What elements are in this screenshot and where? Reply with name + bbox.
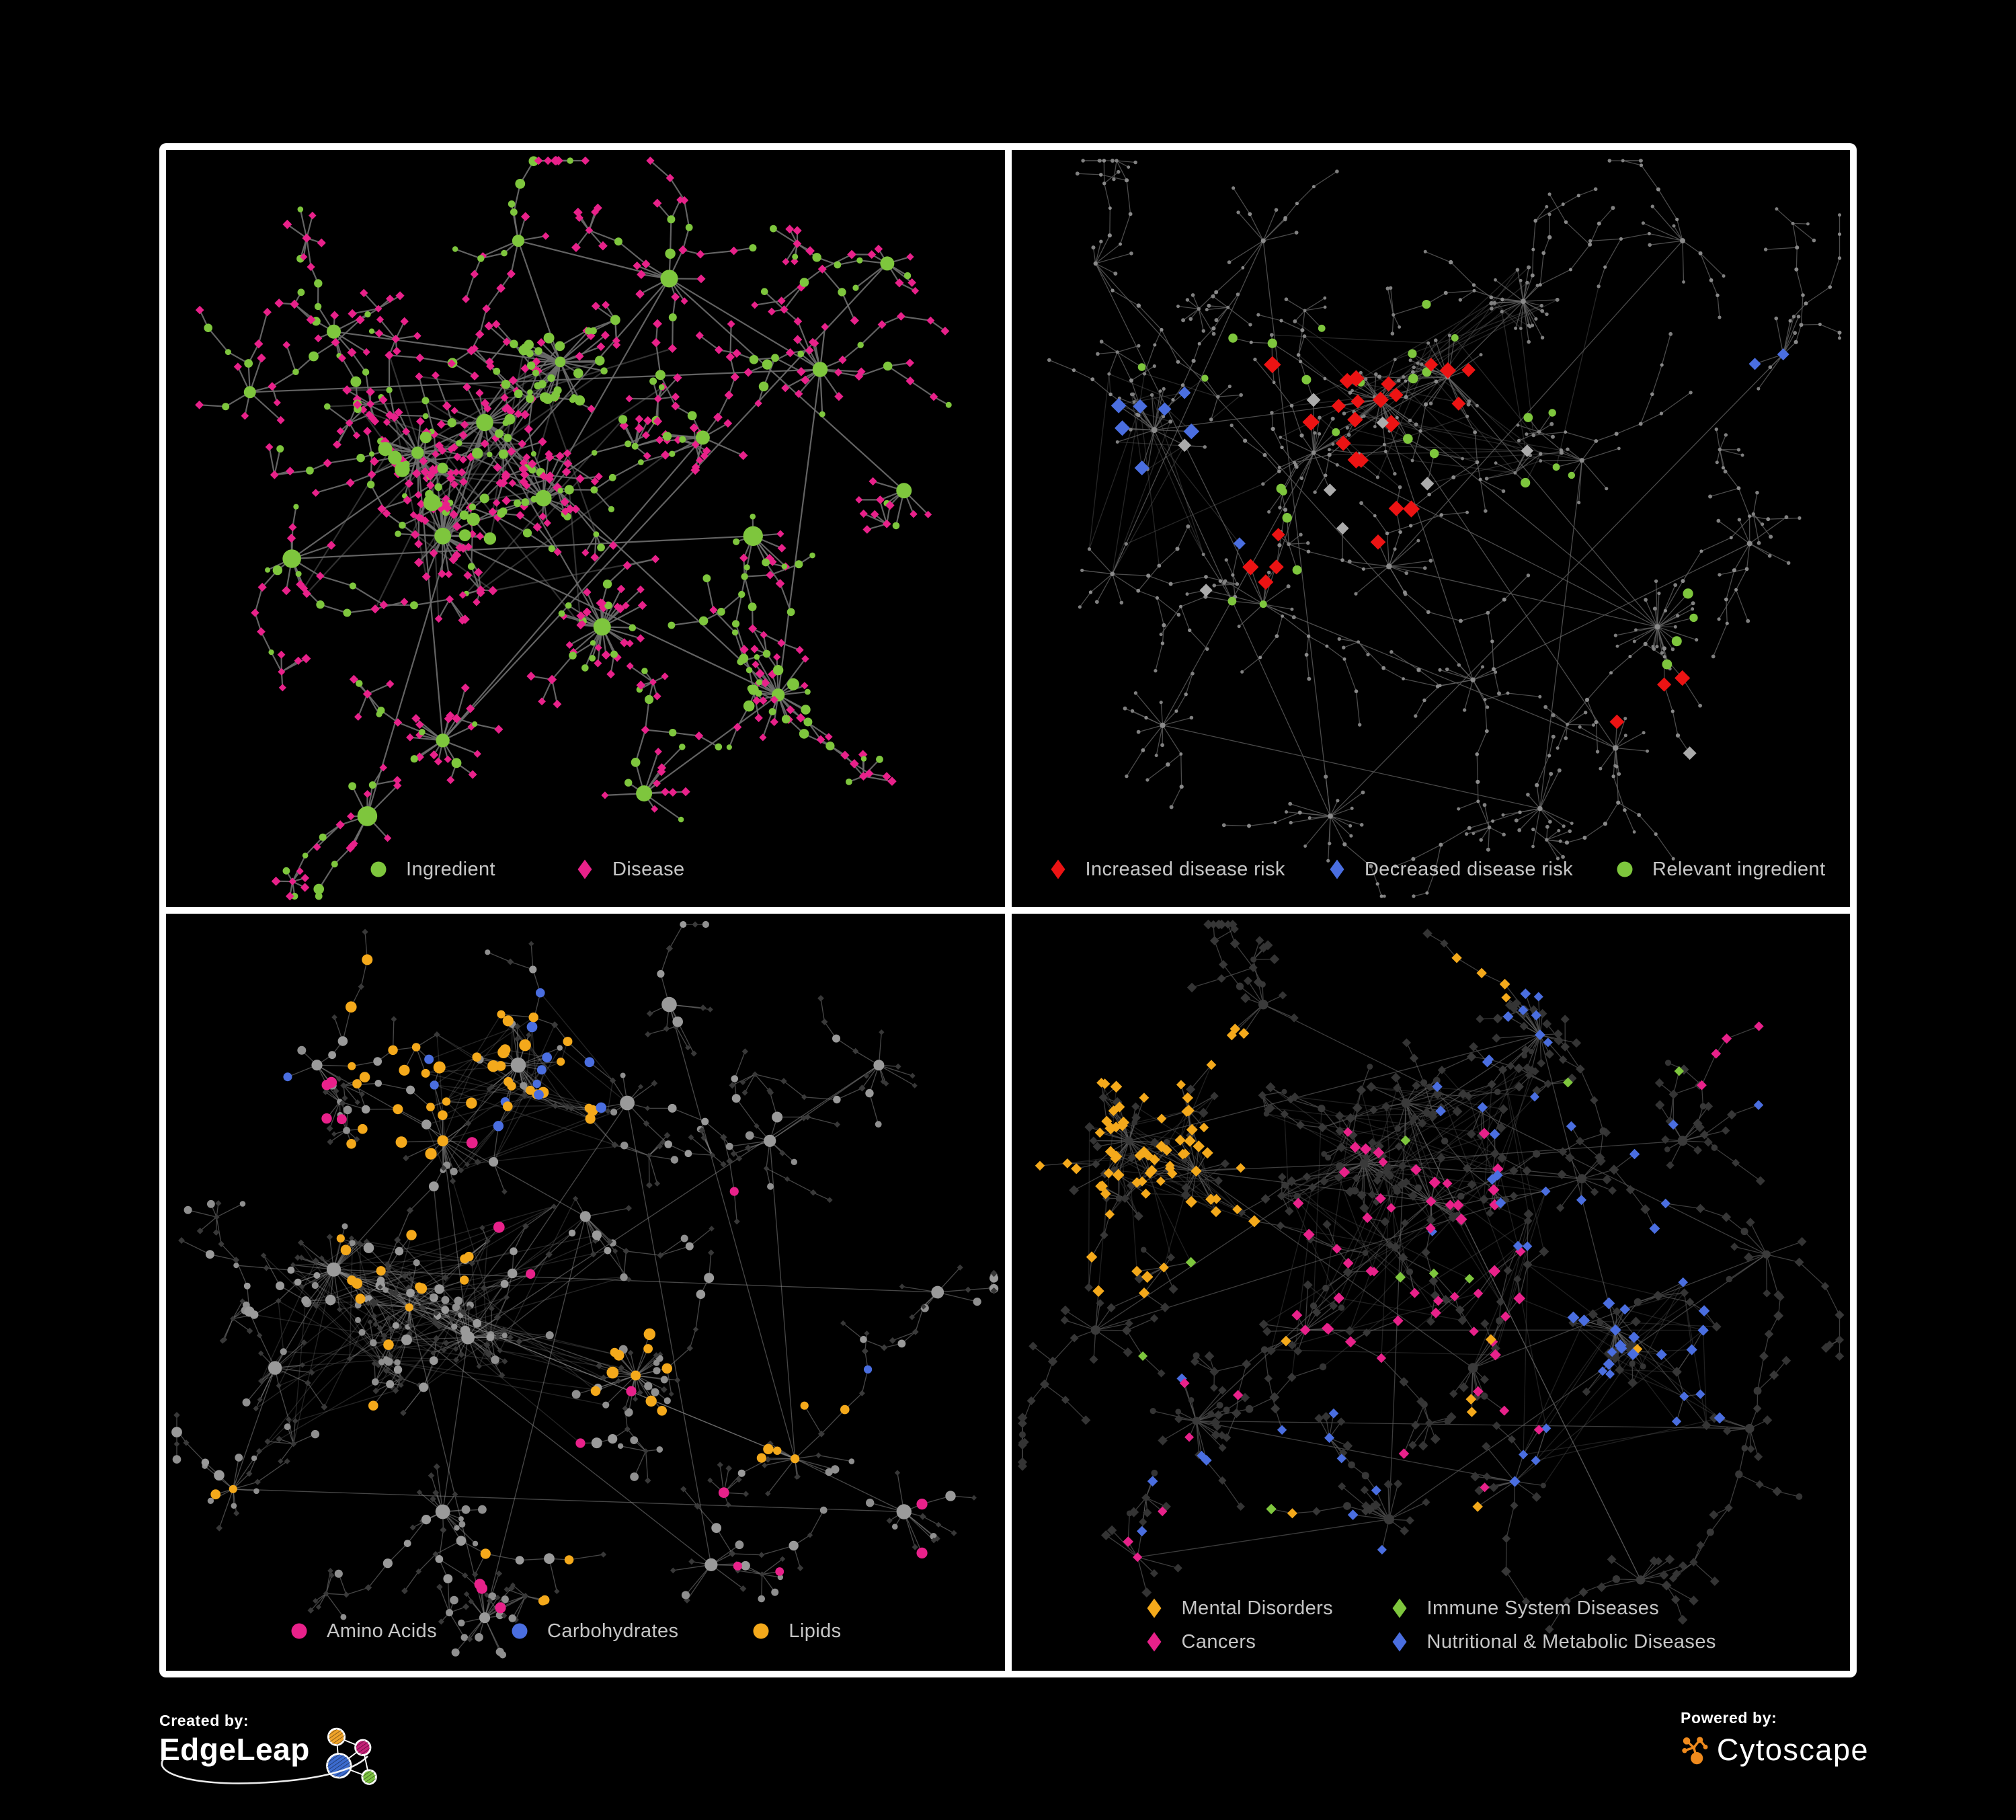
- legend-label-cancers: Cancers: [1181, 1630, 1256, 1653]
- legend-label-decreased-risk: Decreased disease risk: [1364, 858, 1574, 880]
- legend-label-relevant-ingredient: Relevant ingredient: [1652, 858, 1826, 880]
- nutritional-metabolic-diseases-marker-icon: [1392, 1632, 1406, 1652]
- network-compound-class: [171, 920, 999, 1659]
- created-by-label: Created by:: [159, 1712, 249, 1729]
- legend-item-amino-acids: Amino Acids: [288, 1620, 437, 1643]
- legend-label-carbohydrates: Carbohydrates: [547, 1620, 679, 1642]
- legend-disease-risk: Increased disease risk Decreased disease…: [1047, 858, 1826, 881]
- cytoscape-credit: Powered by: Cytosc: [1681, 1709, 1869, 1783]
- legend-item-relevant-ingredient: Relevant ingredient: [1613, 858, 1825, 881]
- legend-disease-class: Mental Disorders Immune System Diseases …: [1143, 1597, 1716, 1653]
- immune-system-diseases-marker-icon: [1392, 1598, 1406, 1618]
- powered-by-label: Powered by:: [1681, 1709, 1777, 1727]
- panel-ingredient-disease: Ingredient Disease: [166, 150, 1005, 907]
- cytoscape-brand-row: Cytoscape: [1681, 1729, 1869, 1772]
- network-disease-class: [1017, 919, 1845, 1634]
- edgeleap-brand-text: EdgeLeap: [159, 1732, 310, 1767]
- relevant-ingredient-marker-icon: [1617, 861, 1633, 877]
- legend-item-disease: Disease: [573, 858, 685, 881]
- legend-label-lipids: Lipids: [789, 1620, 842, 1642]
- legend-item-increased-risk: Increased disease risk: [1047, 858, 1285, 881]
- legend-compound-class: Amino Acids Carbohydrates Lipids: [288, 1620, 842, 1643]
- panel-disease-risk: Increased disease risk Decreased disease…: [1011, 150, 1850, 907]
- cancers-marker-icon: [1147, 1632, 1161, 1652]
- legend-item-cancers: Cancers: [1143, 1630, 1388, 1653]
- legend-item-carbohydrates: Carbohydrates: [508, 1620, 678, 1643]
- network-ingredient-disease: [195, 156, 952, 901]
- legend-label-ingredient: Ingredient: [406, 858, 495, 880]
- legend-item-decreased-risk: Decreased disease risk: [1326, 858, 1573, 881]
- edgeleap-logo-icon: [325, 1727, 377, 1785]
- disease-marker-icon: [577, 859, 592, 879]
- amino-acids-marker-icon: [291, 1623, 307, 1639]
- cytoscape-brand-text: Cytoscape: [1716, 1733, 1869, 1767]
- legend-label-nutritional-metabolic-diseases: Nutritional & Metabolic Diseases: [1426, 1630, 1716, 1653]
- edgeleap-credit: Created by: EdgeLeap: [159, 1712, 388, 1799]
- legend-item-nutritional-metabolic-diseases: Nutritional & Metabolic Diseases: [1388, 1630, 1716, 1653]
- increased-risk-marker-icon: [1051, 859, 1065, 879]
- legend-item-mental-disorders: Mental Disorders: [1143, 1597, 1388, 1620]
- panel-compound-class: Amino Acids Carbohydrates Lipids: [166, 914, 1005, 1671]
- legend-label-disease: Disease: [612, 858, 685, 880]
- edgeleap-brand-row: EdgeLeap: [159, 1727, 388, 1794]
- ingredient-marker-icon: [370, 861, 387, 877]
- cytoscape-logo-icon: [1682, 1737, 1708, 1765]
- legend-item-lipids: Lipids: [750, 1620, 841, 1643]
- legend-label-mental-disorders: Mental Disorders: [1181, 1597, 1334, 1619]
- panel-grid: Ingredient Disease Increased disease ris…: [159, 143, 1857, 1677]
- legend-ingredient-disease: Ingredient Disease: [367, 858, 685, 881]
- carbohydrates-marker-icon: [512, 1623, 528, 1639]
- network-disease-risk: [1047, 159, 1842, 898]
- lipids-marker-icon: [753, 1623, 769, 1639]
- panel-disease-class: Mental Disorders Immune System Diseases …: [1011, 914, 1850, 1671]
- legend-label-immune-system-diseases: Immune System Diseases: [1426, 1597, 1660, 1619]
- legend-item-ingredient: Ingredient: [367, 858, 495, 881]
- mental-disorders-marker-icon: [1147, 1598, 1161, 1618]
- legend-item-immune-system-diseases: Immune System Diseases: [1388, 1597, 1716, 1620]
- legend-label-amino-acids: Amino Acids: [327, 1620, 437, 1642]
- decreased-risk-marker-icon: [1330, 859, 1344, 879]
- legend-label-increased-risk: Increased disease risk: [1085, 858, 1285, 880]
